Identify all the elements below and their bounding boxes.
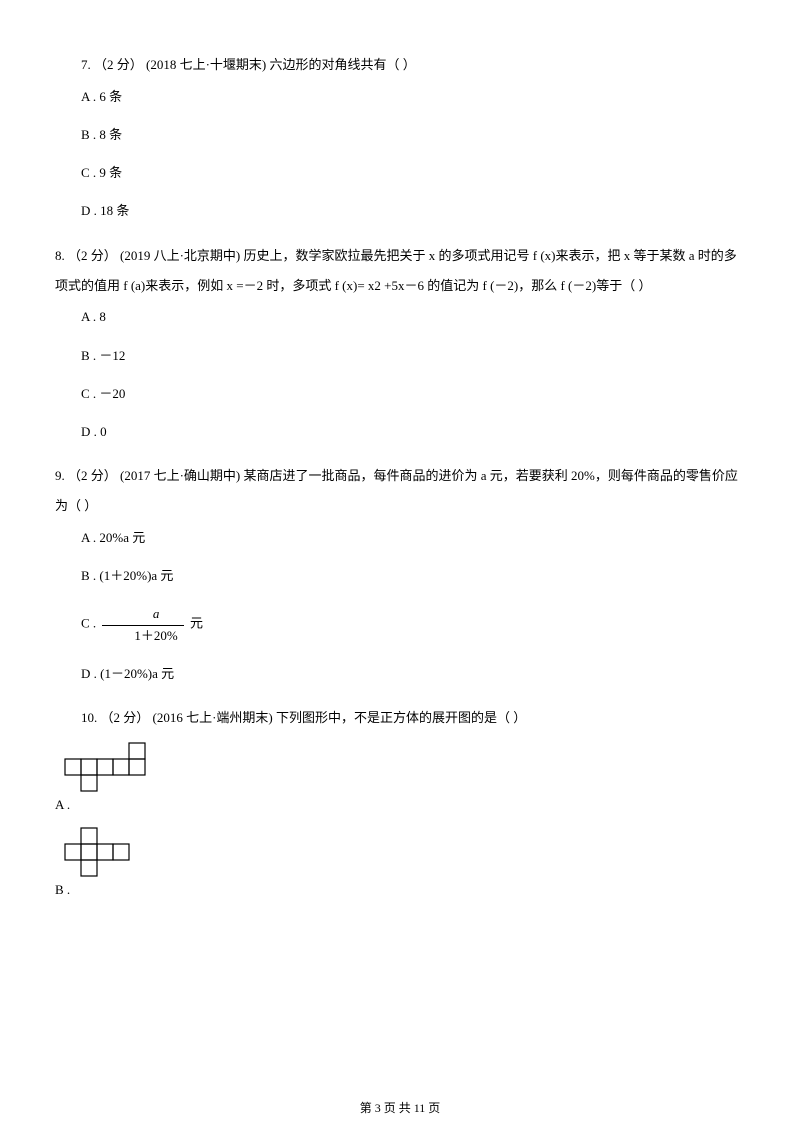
page-footer: 第 3 页 共 11 页: [0, 1100, 800, 1117]
q7-option-a: A . 6 条: [55, 88, 745, 106]
q7-stem: 7. （2 分） (2018 七上·十堰期末) 六边形的对角线共有（ ）: [55, 50, 745, 80]
question-8: 8. （2 分） (2019 八上·北京期中) 历史上，数学家欧拉最先把关于 x…: [55, 241, 745, 442]
q9-option-a: A . 20%a 元: [55, 529, 745, 547]
q10-option-a: A .: [55, 741, 745, 814]
q9-option-b: B . (1＋20%)a 元: [55, 567, 745, 585]
q7-option-d: D . 18 条: [55, 202, 745, 220]
q8-stem: 8. （2 分） (2019 八上·北京期中) 历史上，数学家欧拉最先把关于 x…: [55, 241, 745, 301]
q9-option-c: C . a1＋20% 元: [55, 605, 745, 644]
q7-option-c: C . 9 条: [55, 164, 745, 182]
q10-stem: 10. （2 分） (2016 七上·端州期末) 下列图形中，不是正方体的展开图…: [55, 703, 745, 733]
q9-option-d: D . (1－20%)a 元: [55, 665, 745, 683]
question-9: 9. （2 分） (2017 七上·确山期中) 某商店进了一批商品，每件商品的进…: [55, 461, 745, 683]
fraction: a1＋20%: [102, 605, 183, 644]
q7-option-b: B . 8 条: [55, 126, 745, 144]
q8-option-b: B . －12: [55, 347, 745, 365]
q8-option-a: A . 8: [55, 308, 745, 326]
q9-stem: 9. （2 分） (2017 七上·确山期中) 某商店进了一批商品，每件商品的进…: [55, 461, 745, 521]
q8-option-d: D . 0: [55, 423, 745, 441]
q8-option-c: C . －20: [55, 385, 745, 403]
cube-net-a: [63, 741, 147, 793]
cube-net-b: [63, 826, 131, 878]
question-10: 10. （2 分） (2016 七上·端州期末) 下列图形中，不是正方体的展开图…: [55, 703, 745, 900]
q10-option-b: B .: [55, 826, 745, 899]
question-7: 7. （2 分） (2018 七上·十堰期末) 六边形的对角线共有（ ） A .…: [55, 50, 745, 221]
